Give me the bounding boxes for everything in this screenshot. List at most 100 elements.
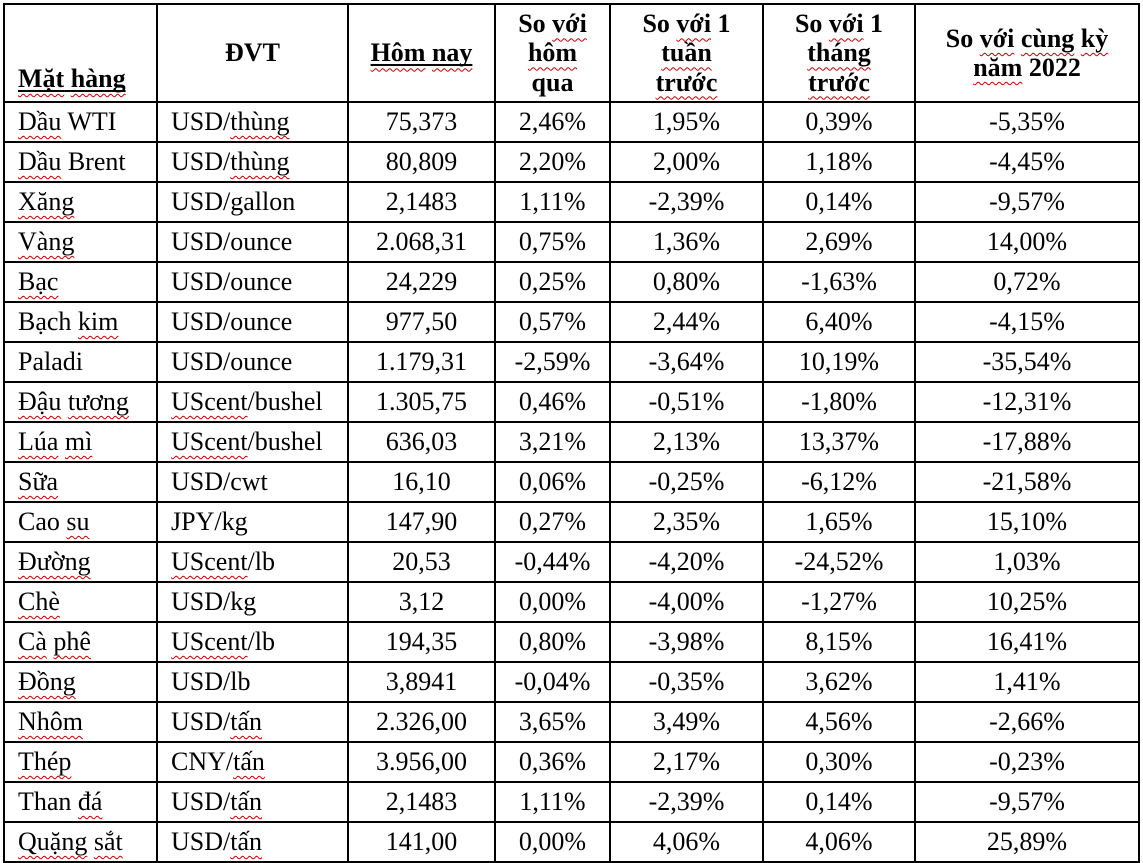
cell-vs-month: 10,19%	[762, 341, 916, 383]
cell-unit: UScent/lb	[156, 621, 349, 663]
cell-vs-yesterday: 1,11%	[494, 781, 611, 823]
text-segment: USD/ounce	[171, 267, 293, 296]
cell-commodity-name: Than đá	[3, 781, 158, 823]
header-cell-mat-hang: Mặt hàng	[3, 3, 158, 103]
cell-unit: UScent/bushel	[156, 421, 349, 463]
text-segment: So	[518, 9, 553, 39]
text-segment: Than	[18, 787, 78, 816]
cell-commodity-name: Nhôm	[3, 701, 158, 743]
commodity-price-table: Mặt hàng ĐVT Hôm nay So với hôm qua So với 1 tu…	[3, 3, 1140, 863]
cell-vs-yesterday: 0,75%	[494, 221, 611, 263]
cell-vs-yesterday: 2,20%	[494, 141, 611, 183]
cell-unit: USD/tấn	[156, 821, 349, 863]
table-row: Thép CNY/tấn 3.956,00 0,36% 2,17% 0,30% -0,23%	[3, 741, 1140, 783]
text-segment: Vàng	[18, 227, 75, 256]
table-row: Dầu Brent USD/thùng 80,809 2,20% 2,00% 1,18% -…	[3, 141, 1140, 183]
text-segment: Lúa	[18, 427, 59, 456]
cell-vs-month: -6,12%	[762, 461, 916, 503]
text-segment: phê	[53, 627, 91, 656]
cell-vs-week: 1,36%	[609, 221, 764, 263]
cell-vs-month: -1,80%	[762, 381, 916, 423]
text-segment: Nhôm	[18, 707, 83, 736]
text-segment: ĐVT	[225, 38, 280, 68]
cell-today: 20,53	[347, 541, 496, 583]
table-row: Paladi USD/ounce 1.179,31 -2,59% -3,64% 10,19…	[3, 341, 1140, 383]
text-segment: USD/	[171, 107, 231, 136]
text-segment: nay	[432, 38, 472, 67]
cell-vs-2022: 1,41%	[914, 661, 1140, 703]
cell-today: 2.068,31	[347, 221, 496, 263]
text-segment: So	[945, 23, 980, 53]
text-segment: với	[676, 9, 712, 39]
text-segment: USD/ounce	[171, 227, 293, 256]
cell-vs-week: -2,39%	[609, 781, 764, 823]
cell-vs-yesterday: -2,59%	[494, 341, 611, 383]
cell-vs-2022: 0,72%	[914, 261, 1140, 303]
text-segment: Bạc	[18, 267, 59, 296]
cell-vs-month: 0,39%	[762, 101, 916, 143]
cell-vs-month: 3,62%	[762, 661, 916, 703]
cell-commodity-name: Quặng sắt	[3, 821, 158, 863]
text-segment: 2022	[1022, 53, 1081, 82]
text-segment: JPY/kg	[171, 507, 248, 536]
cell-unit: USD/cwt	[156, 461, 349, 503]
cell-vs-month: 1,65%	[762, 501, 916, 543]
cell-vs-week: 2,00%	[609, 141, 764, 183]
text-segment: WTI	[61, 107, 117, 136]
cell-today: 1.179,31	[347, 341, 496, 383]
cell-vs-week: -4,20%	[609, 541, 764, 583]
text-segment: Thép	[18, 747, 72, 776]
cell-vs-2022: 1,03%	[914, 541, 1140, 583]
cell-unit: USD/ounce	[156, 261, 349, 303]
cell-unit: UScent/lb	[156, 541, 349, 583]
text-segment: Quặng	[18, 827, 88, 856]
cell-unit: USD/tấn	[156, 781, 349, 823]
cell-commodity-name: Đường	[3, 541, 158, 583]
cell-unit: CNY/tấn	[156, 741, 349, 783]
cell-commodity-name: Đồng	[3, 661, 158, 703]
text-segment: CNY/	[171, 747, 234, 776]
table-row: Bạch kim USD/ounce 977,50 0,57% 2,44% 6,40% -4…	[3, 301, 1140, 343]
cell-vs-month: 0,14%	[762, 781, 916, 823]
cell-today: 636,03	[347, 421, 496, 463]
cell-vs-2022: 16,41%	[914, 621, 1140, 663]
cell-vs-yesterday: 0,25%	[494, 261, 611, 303]
cell-vs-month: 0,30%	[762, 741, 916, 783]
text-segment: UScent	[171, 427, 248, 456]
text-segment: /bushel	[247, 387, 323, 416]
cell-commodity-name: Dầu WTI	[3, 101, 158, 143]
text-segment: Hôm	[370, 38, 426, 68]
text-segment: nay	[431, 38, 473, 68]
text-segment: USD/kg	[171, 587, 257, 616]
table-row: Đồng USD/lb 3,8941 -0,04% -0,35% 3,62% 1,41%	[3, 661, 1140, 703]
text-segment: tấn	[230, 827, 263, 856]
cell-vs-2022: -5,35%	[914, 101, 1140, 143]
text-segment: qua	[531, 67, 574, 97]
text-segment: USD/	[171, 147, 231, 176]
table-row: Xăng USD/gallon 2,1483 1,11% -2,39% 0,14% -9,5…	[3, 181, 1140, 223]
header-cell-dvt: ĐVT	[156, 3, 349, 103]
cell-commodity-name: Cao su	[3, 501, 158, 543]
text-segment: Bạch	[18, 307, 78, 336]
text-segment: USD/	[171, 787, 231, 816]
text-segment: UScent	[171, 627, 248, 656]
cell-vs-yesterday: 2,46%	[494, 101, 611, 143]
cell-unit: USD/tấn	[156, 701, 349, 743]
text-segment: cùng	[1020, 23, 1075, 53]
cell-vs-week: 2,13%	[609, 421, 764, 463]
cell-vs-yesterday: -0,04%	[494, 661, 611, 703]
cell-vs-2022: 15,10%	[914, 501, 1140, 543]
cell-vs-week: 2,35%	[609, 501, 764, 543]
cell-vs-yesterday: 3,65%	[494, 701, 611, 743]
cell-vs-month: 1,18%	[762, 141, 916, 183]
cell-unit: USD/kg	[156, 581, 349, 623]
text-segment: /bushel	[247, 427, 323, 456]
cell-vs-2022: -9,57%	[914, 181, 1140, 223]
text-segment: USD/lb	[171, 667, 251, 696]
text-segment: trước	[655, 67, 718, 97]
text-segment: Dầu	[18, 147, 62, 176]
text-segment: USD/ounce	[171, 307, 293, 336]
text-segment: Chè	[18, 587, 60, 616]
cell-vs-week: -4,00%	[609, 581, 764, 623]
text-segment: 1	[711, 9, 731, 39]
